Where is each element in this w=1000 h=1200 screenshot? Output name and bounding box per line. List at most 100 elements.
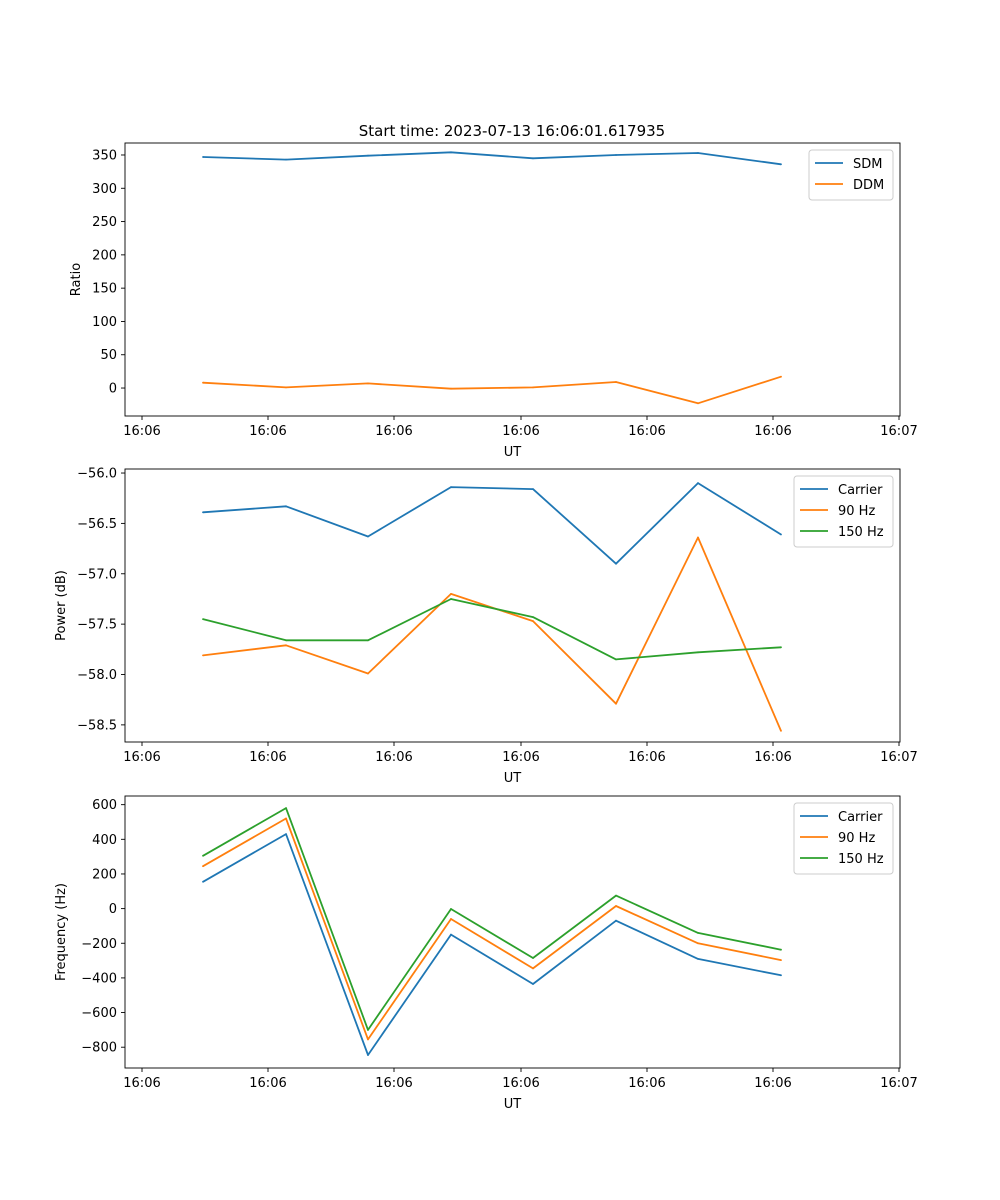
data-point (697, 482, 699, 484)
data-point (285, 807, 287, 809)
y-tick-label: 600 (92, 798, 117, 813)
legend-label: Carrier (838, 810, 883, 825)
data-point (367, 639, 369, 642)
data-point (697, 932, 699, 934)
y-tick-label: 200 (92, 867, 117, 882)
data-point (285, 505, 287, 508)
data-point (615, 562, 617, 565)
data-point (615, 381, 617, 383)
x-tick-label: 16:06 (754, 750, 791, 765)
legend-label: DDM (853, 178, 884, 193)
data-point (532, 983, 534, 985)
x-tick-label: 16:06 (502, 750, 539, 765)
data-point (367, 1054, 369, 1056)
axes-frame (124, 468, 901, 743)
y-tick-label: −200 (81, 937, 117, 952)
y-tick-label: −58.0 (77, 668, 117, 683)
y-tick-label: −57.5 (77, 618, 117, 633)
data-point (285, 386, 287, 389)
data-point (202, 865, 204, 868)
data-point (615, 894, 617, 897)
y-tick-label: 350 (92, 148, 117, 163)
legend: Carrier 90 Hz 150 Hz (793, 475, 894, 548)
data-point (285, 639, 287, 642)
data-point (780, 959, 782, 961)
x-tick-label: 16:06 (249, 750, 286, 765)
series-line-ddm (202, 375, 782, 405)
data-point (202, 156, 204, 158)
data-point (532, 157, 534, 160)
data-point (697, 536, 699, 539)
x-tick-label: 16:07 (880, 424, 917, 439)
legend-label: 150 Hz (838, 525, 884, 540)
data-point (697, 152, 699, 154)
x-axis-label: UT (504, 445, 522, 460)
data-point (615, 702, 617, 705)
x-tick-label: 16:06 (375, 424, 412, 439)
data-point (450, 908, 452, 910)
x-tick-label: 16:06 (375, 750, 412, 765)
chart-panel-1: 16:06 16:06 16:06 16:06 16:06 16:06 16:07 0 50 10… (69, 142, 918, 460)
y-tick-label: −600 (81, 1006, 117, 1021)
legend-box (793, 475, 894, 548)
data-point (780, 974, 782, 977)
x-tick-label: 16:06 (249, 1076, 286, 1091)
data-point (285, 833, 287, 835)
data-point (697, 402, 699, 405)
x-tick-label: 16:06 (628, 424, 665, 439)
series-line-150-hz (202, 598, 782, 661)
y-tick-label: −58.5 (77, 718, 117, 733)
data-point (780, 375, 782, 378)
data-point (697, 942, 699, 945)
data-point (367, 382, 369, 385)
data-point (615, 905, 617, 907)
data-point (367, 1038, 369, 1041)
legend-label: 90 Hz (838, 504, 875, 519)
data-point (532, 967, 534, 970)
data-point (202, 880, 204, 883)
data-point (615, 919, 617, 922)
legend-label: 150 Hz (838, 852, 884, 867)
legend: SDM DDM (808, 149, 894, 201)
data-point (367, 154, 369, 157)
x-tick-label: 16:07 (880, 1076, 917, 1091)
x-tick-label: 16:06 (123, 750, 160, 765)
data-point (450, 486, 452, 488)
chart-panel-2: 16:06 16:06 16:06 16:06 16:06 16:06 16:07 −58.5… (54, 467, 918, 786)
data-point (202, 381, 204, 384)
data-point (780, 730, 782, 732)
data-point (450, 598, 452, 600)
y-tick-label: −56.5 (77, 517, 117, 532)
data-point (202, 511, 204, 514)
data-point (202, 654, 204, 657)
data-point (367, 672, 369, 675)
x-tick-label: 16:06 (754, 424, 791, 439)
y-tick-label: 200 (92, 248, 117, 263)
data-point (615, 154, 617, 156)
y-tick-label: 400 (92, 833, 117, 848)
series-line-90-hz (202, 817, 782, 1041)
x-tick-label: 16:06 (375, 1076, 412, 1091)
y-axis-label: Power (dB) (54, 570, 69, 641)
data-point (202, 854, 204, 857)
data-point (780, 533, 782, 536)
series-line-carrier (202, 482, 782, 565)
y-tick-label: 50 (100, 348, 117, 363)
data-point (202, 618, 204, 620)
data-point (532, 957, 534, 959)
data-point (532, 488, 534, 490)
data-point (697, 958, 699, 960)
legend-label: Carrier (838, 483, 883, 498)
axes-frame (124, 142, 901, 417)
data-point (780, 163, 782, 166)
y-tick-label: 0 (109, 902, 117, 917)
y-tick-label: 100 (92, 315, 117, 330)
x-axis-label: UT (504, 1097, 522, 1112)
data-point (697, 651, 699, 654)
legend-label: 90 Hz (838, 831, 875, 846)
data-point (780, 646, 782, 649)
x-tick-label: 16:06 (123, 1076, 160, 1091)
y-tick-label: −800 (81, 1041, 117, 1056)
x-tick-label: 16:06 (249, 424, 286, 439)
data-point (450, 933, 452, 936)
